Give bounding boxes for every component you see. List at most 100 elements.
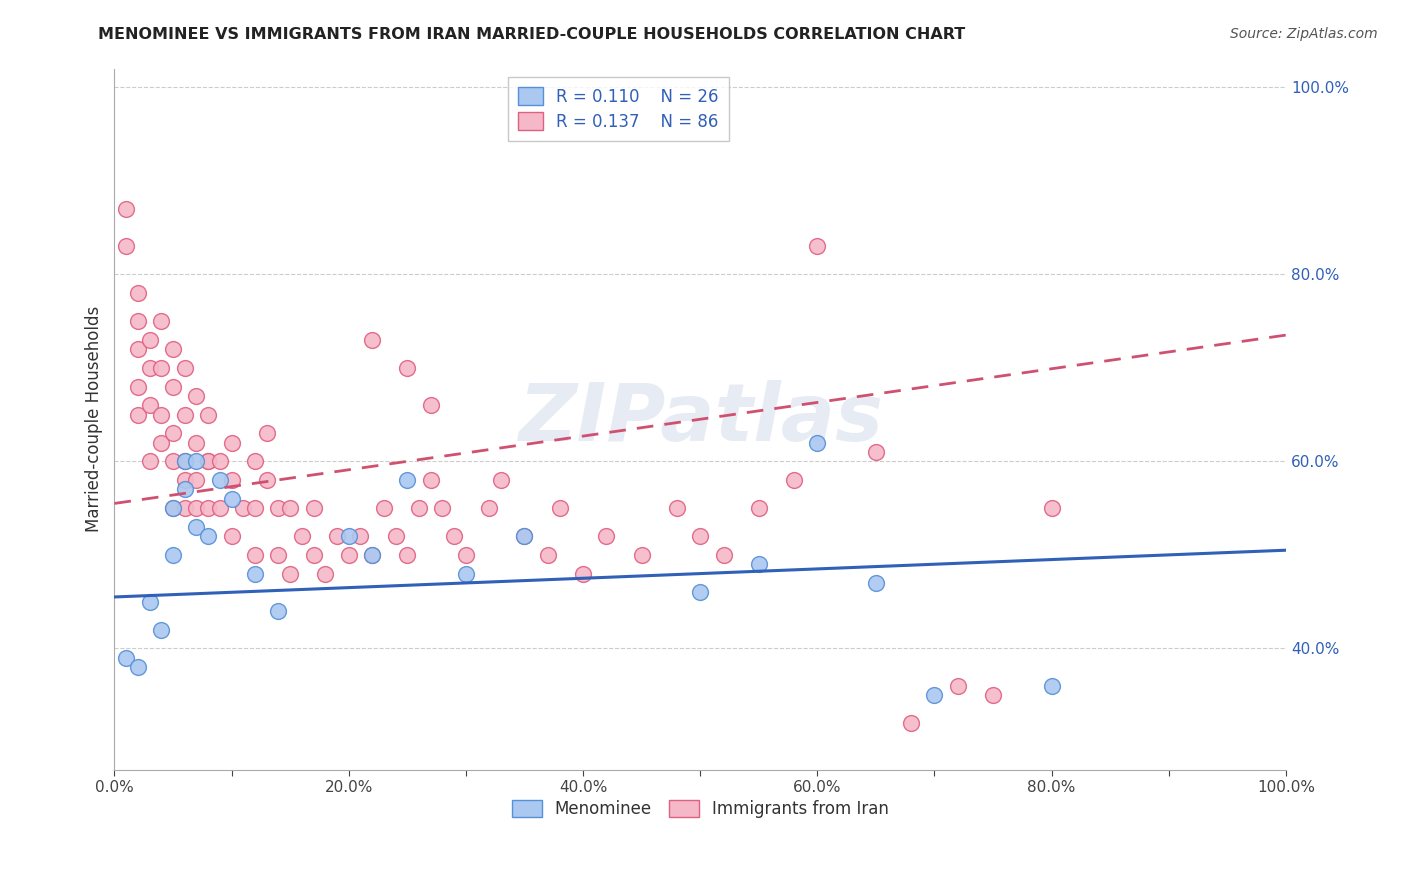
Text: ZIPatlas: ZIPatlas [517, 380, 883, 458]
Point [373, 501, 395, 516]
Point [115, 650, 138, 665]
Point [595, 529, 617, 543]
Point [150, 623, 173, 637]
Point [197, 454, 219, 468]
Point [278, 501, 301, 516]
Point [267, 604, 290, 618]
Point [630, 548, 652, 562]
Point [337, 529, 360, 543]
Point [408, 501, 430, 516]
Point [208, 454, 231, 468]
Point [267, 548, 290, 562]
Point [186, 389, 208, 403]
Point [186, 520, 208, 534]
Point [173, 408, 195, 422]
Point [173, 454, 195, 468]
Point [454, 566, 477, 581]
Point [162, 342, 184, 356]
Point [173, 454, 195, 468]
Point [806, 239, 828, 253]
Point [537, 548, 560, 562]
Point [326, 529, 349, 543]
Point [162, 548, 184, 562]
Point [256, 426, 278, 441]
Point [208, 501, 231, 516]
Point [396, 360, 419, 375]
Point [900, 716, 922, 731]
Point [361, 548, 384, 562]
Point [361, 333, 384, 347]
Point [197, 529, 219, 543]
Point [396, 548, 419, 562]
Y-axis label: Married-couple Households: Married-couple Households [86, 306, 103, 533]
Point [162, 501, 184, 516]
Point [150, 360, 173, 375]
Point [337, 548, 360, 562]
Point [162, 501, 184, 516]
Point [302, 501, 325, 516]
Point [150, 435, 173, 450]
Point [748, 558, 770, 572]
Point [162, 426, 184, 441]
Point [361, 548, 384, 562]
Point [665, 501, 688, 516]
Point [314, 566, 336, 581]
Point [186, 435, 208, 450]
Point [513, 529, 536, 543]
Point [454, 548, 477, 562]
Point [127, 379, 149, 393]
Point [127, 342, 149, 356]
Point [221, 491, 243, 506]
Point [208, 473, 231, 487]
Point [173, 360, 195, 375]
Point [243, 548, 266, 562]
Point [291, 529, 314, 543]
Point [396, 473, 419, 487]
Point [748, 501, 770, 516]
Point [138, 360, 160, 375]
Point [1040, 679, 1063, 693]
Text: Source: ZipAtlas.com: Source: ZipAtlas.com [1230, 27, 1378, 41]
Point [186, 473, 208, 487]
Point [349, 529, 371, 543]
Point [173, 501, 195, 516]
Point [115, 239, 138, 253]
Point [243, 501, 266, 516]
Point [221, 473, 243, 487]
Point [689, 529, 711, 543]
Point [865, 445, 887, 459]
Point [150, 408, 173, 422]
Point [127, 285, 149, 300]
Point [419, 398, 441, 412]
Point [924, 688, 946, 702]
Point [243, 566, 266, 581]
Point [946, 679, 969, 693]
Point [162, 454, 184, 468]
Point [127, 314, 149, 328]
Point [267, 501, 290, 516]
Point [981, 688, 1004, 702]
Point [384, 529, 406, 543]
Point [138, 454, 160, 468]
Point [489, 473, 512, 487]
Point [478, 501, 501, 516]
Point [256, 473, 278, 487]
Point [138, 333, 160, 347]
Point [186, 454, 208, 468]
Point [127, 408, 149, 422]
Point [783, 473, 806, 487]
Text: MENOMINEE VS IMMIGRANTS FROM IRAN MARRIED-COUPLE HOUSEHOLDS CORRELATION CHART: MENOMINEE VS IMMIGRANTS FROM IRAN MARRIE… [98, 27, 966, 42]
Point [173, 483, 195, 497]
Point [865, 576, 887, 591]
Point [806, 435, 828, 450]
Point [138, 594, 160, 608]
Point [419, 473, 441, 487]
Point [443, 529, 465, 543]
Point [1040, 501, 1063, 516]
Point [127, 660, 149, 674]
Point [162, 379, 184, 393]
Point [432, 501, 454, 516]
Point [513, 529, 536, 543]
Point [173, 473, 195, 487]
Point [302, 548, 325, 562]
